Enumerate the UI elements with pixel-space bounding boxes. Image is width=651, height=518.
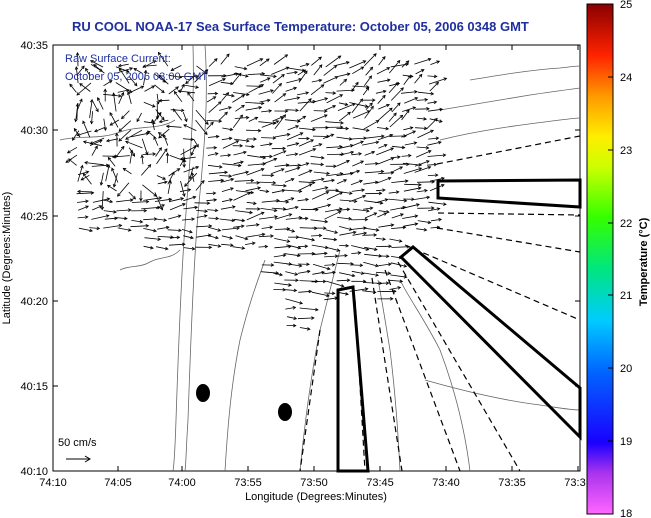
x-tick-label: 73:45 [366, 477, 394, 489]
current-vectors [65, 51, 448, 331]
y-axis-label: Latitude (Degrees:Minutes) [1, 192, 13, 325]
colorbar-ticks [608, 76, 613, 442]
y-tick-label: 40:20 [20, 296, 48, 308]
y-tick-label: 40:30 [20, 125, 48, 137]
colorbar-tick-label: 25 [620, 0, 632, 11]
y-tick-label: 40:35 [20, 40, 48, 52]
colorbar-tick-label: 19 [620, 436, 632, 448]
colorbar-tick-label: 24 [620, 72, 632, 84]
colorbar [586, 3, 614, 515]
colorbar-tick-label: 23 [620, 145, 632, 157]
scale-arrow [66, 455, 91, 463]
colorbar-tick-label: 21 [620, 290, 632, 302]
colorbar-tick-label: 20 [620, 363, 632, 375]
colorbar-label: Temperature (°C) [638, 217, 650, 306]
scale-label: 50 cm/s [58, 437, 97, 449]
colorbar-tick-labels: 25 24 23 22 21 20 19 18 [620, 0, 632, 518]
colorbar-tick-label: 18 [620, 508, 632, 518]
figure-title: RU COOL NOAA-17 Sea Surface Temperature:… [72, 19, 529, 34]
annotation-line-1: Raw Surface Current: [65, 53, 171, 65]
dashed-guidelines [299, 135, 581, 472]
marker-dot [196, 384, 210, 402]
coastline-contours [59, 44, 581, 472]
y-tick-label: 40:10 [20, 466, 48, 478]
x-tick-label: 73:55 [234, 477, 262, 489]
marker-dot [278, 403, 292, 421]
transect-boxes [336, 178, 582, 473]
y-tick-label: 40:25 [20, 211, 48, 223]
x-tick-label: 73:50 [300, 477, 328, 489]
plot-frame [52, 44, 581, 472]
y-tick-label: 40:15 [20, 381, 48, 393]
tick-marks [52, 44, 580, 472]
x-tick-label: 73:3 [564, 477, 585, 489]
x-axis-label: Longitude (Degrees:Minutes) [245, 491, 387, 503]
x-tick-label: 74:00 [168, 477, 196, 489]
annotation-line-2: October 05, 2006 03:00 GMT [65, 71, 208, 83]
y-tick-labels: 40:35 40:30 40:25 40:20 40:15 40:10 [20, 40, 48, 478]
colorbar-tick-label: 22 [620, 218, 632, 230]
x-tick-label: 74:10 [39, 477, 67, 489]
x-tick-labels: 74:10 74:05 74:00 73:55 73:50 73:45 73:4… [39, 477, 585, 489]
x-tick-label: 73:40 [432, 477, 460, 489]
x-tick-label: 73:35 [498, 477, 526, 489]
x-tick-label: 74:05 [104, 477, 132, 489]
